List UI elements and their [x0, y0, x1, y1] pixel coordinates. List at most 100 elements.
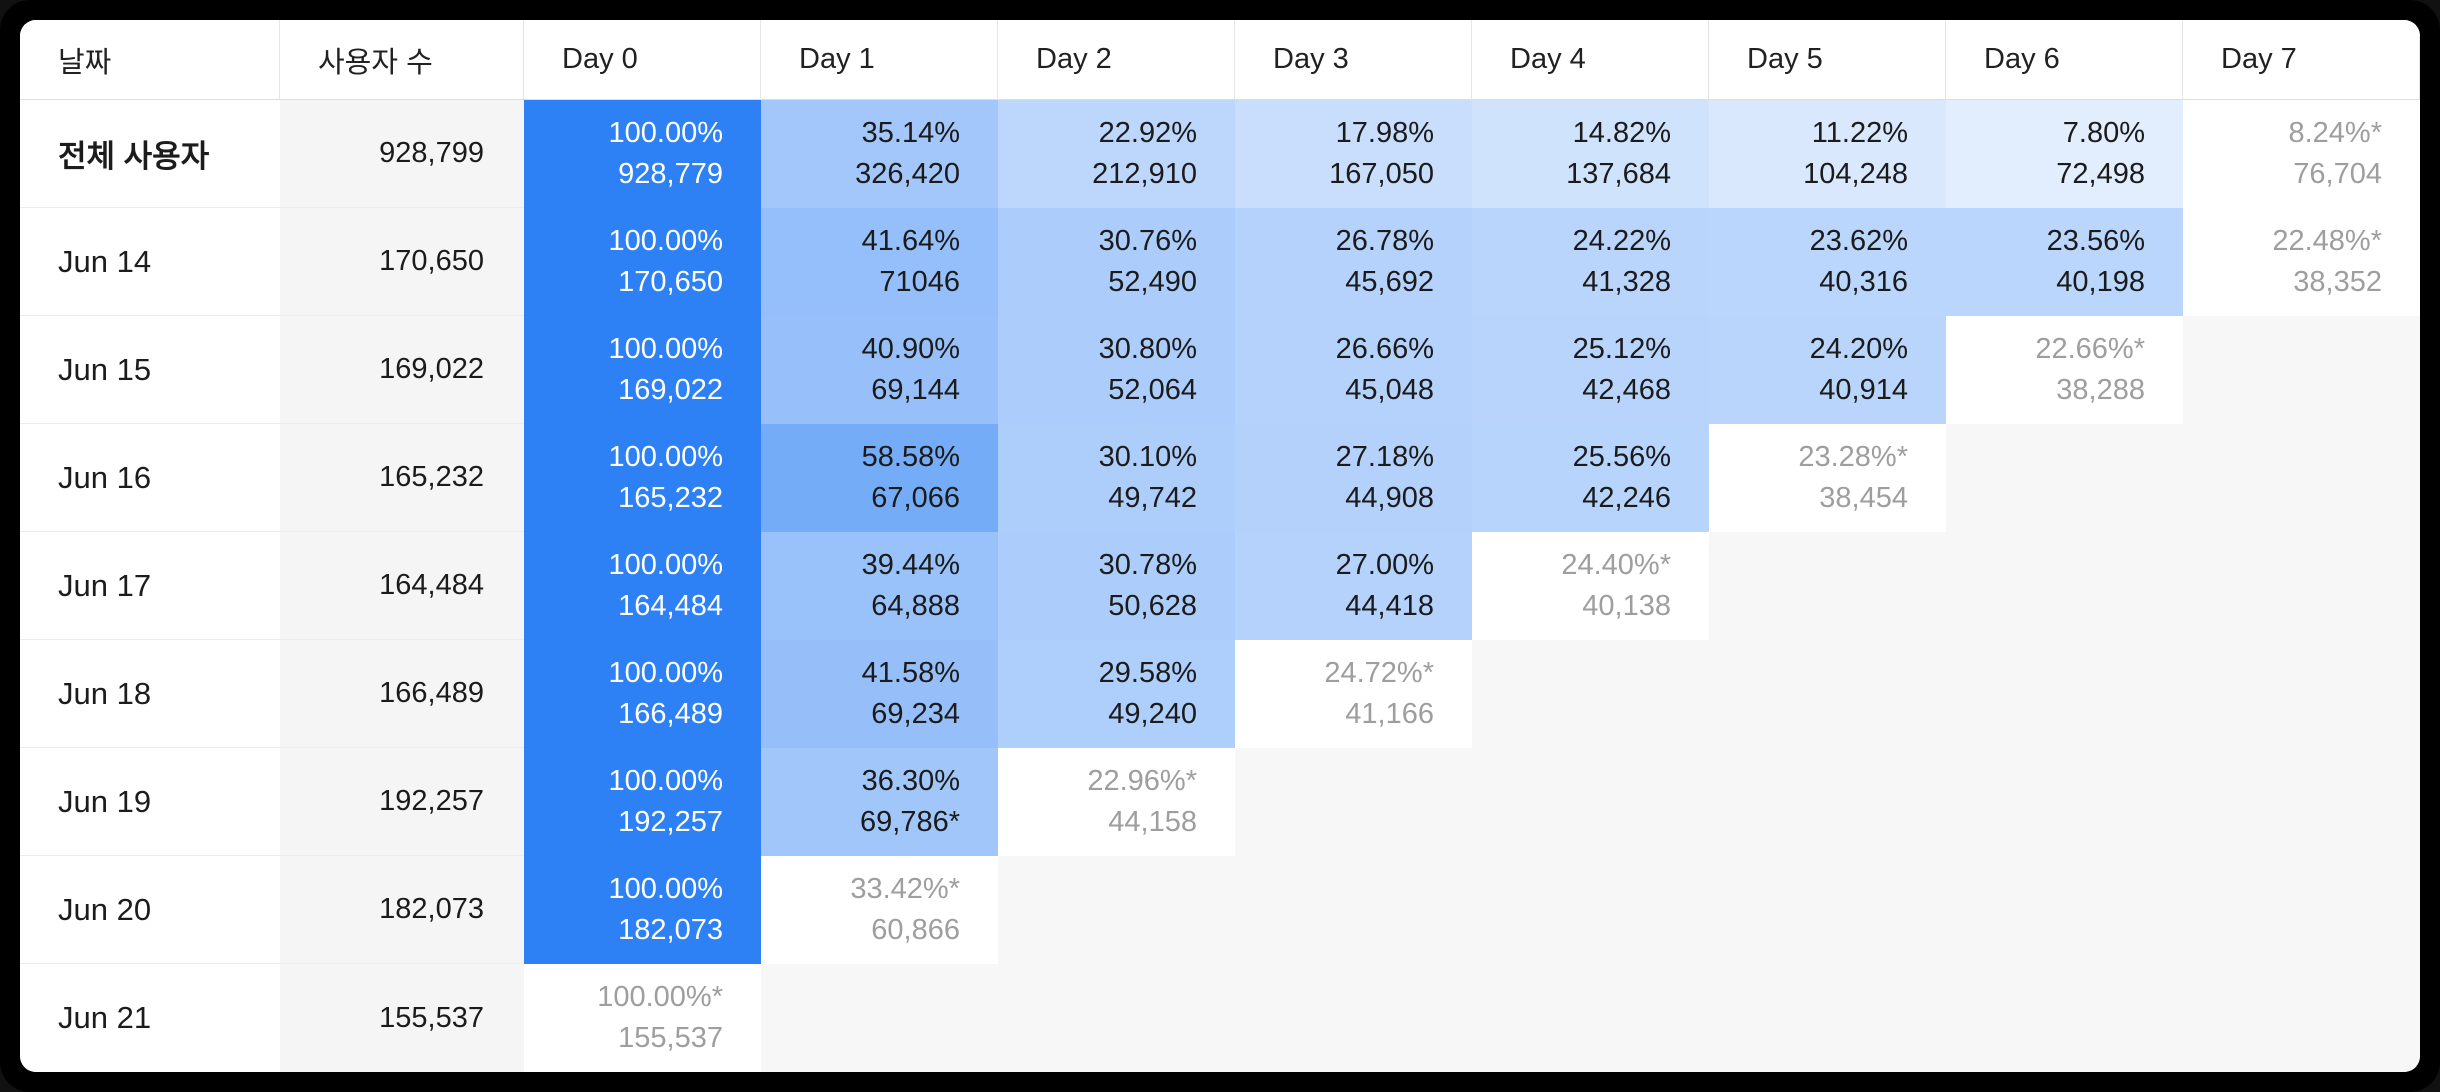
day-column-header: Day 1: [761, 20, 998, 100]
retention-cell-empty: [2183, 748, 2420, 856]
retention-cell[interactable]: 100.00% 182,073: [524, 856, 761, 964]
retention-percentage: 40.90%: [861, 333, 960, 365]
retention-table-sheet: 날짜 사용자 수 Day 0 Day 1 Day 2 Day 3 Day 4 Day 5 Day…: [20, 20, 2420, 1072]
retention-percentage: 14.82%: [1572, 117, 1671, 149]
retention-cell[interactable]: 24.40%* 40,138: [1472, 532, 1709, 640]
retention-cell[interactable]: 100.00% 164,484: [524, 532, 761, 640]
retention-count: 192,257: [618, 806, 723, 838]
retention-table: 날짜 사용자 수 Day 0 Day 1 Day 2 Day 3 Day 4 Day 5 Day…: [20, 20, 2420, 1072]
retention-count: 212,910: [1092, 158, 1197, 190]
retention-cell[interactable]: 11.22% 104,248: [1709, 100, 1946, 208]
retention-percentage: 23.28%*: [1798, 441, 1908, 473]
cohort-user-count: 928,799: [280, 100, 524, 208]
retention-cell-empty: [1472, 748, 1709, 856]
cohort-date-label: 전체 사용자: [20, 100, 280, 208]
retention-cell[interactable]: 29.58% 49,240: [998, 640, 1235, 748]
retention-cell[interactable]: 41.58% 69,234: [761, 640, 998, 748]
cohort-date-label: Jun 20: [20, 856, 280, 964]
retention-count: 170,650: [618, 266, 723, 298]
retention-cell-empty: [2183, 856, 2420, 964]
retention-percentage: 29.58%: [1098, 657, 1197, 689]
retention-cell-empty: [1946, 748, 2183, 856]
date-column-header: 날짜: [20, 20, 280, 100]
retention-cell[interactable]: 100.00% 169,022: [524, 316, 761, 424]
retention-cell[interactable]: 30.80% 52,064: [998, 316, 1235, 424]
retention-cell[interactable]: 40.90% 69,144: [761, 316, 998, 424]
retention-percentage: 33.42%*: [850, 873, 960, 905]
retention-cell[interactable]: 8.24%* 76,704: [2183, 100, 2420, 208]
retention-percentage: 100.00%: [608, 873, 724, 905]
retention-cell[interactable]: 100.00% 192,257: [524, 748, 761, 856]
retention-cell[interactable]: 24.72%* 41,166: [1235, 640, 1472, 748]
retention-cell[interactable]: 23.56% 40,198: [1946, 208, 2183, 316]
cohort-user-count: 165,232: [280, 424, 524, 532]
retention-cell[interactable]: 23.62% 40,316: [1709, 208, 1946, 316]
retention-cell[interactable]: 26.78% 45,692: [1235, 208, 1472, 316]
retention-count: 67,066: [871, 482, 960, 514]
retention-cell[interactable]: 22.66%* 38,288: [1946, 316, 2183, 424]
retention-count: 45,692: [1345, 266, 1434, 298]
retention-count: 44,418: [1345, 590, 1434, 622]
retention-cell[interactable]: 100.00% 170,650: [524, 208, 761, 316]
retention-cell[interactable]: 27.18% 44,908: [1235, 424, 1472, 532]
retention-count: 50,628: [1108, 590, 1197, 622]
day-column-header: Day 3: [1235, 20, 1472, 100]
retention-cell[interactable]: 23.28%* 38,454: [1709, 424, 1946, 532]
retention-cell[interactable]: 27.00% 44,418: [1235, 532, 1472, 640]
retention-cell[interactable]: 25.56% 42,246: [1472, 424, 1709, 532]
retention-percentage: 22.96%*: [1087, 765, 1197, 797]
retention-cell-empty: [2183, 964, 2420, 1072]
retention-percentage: 100.00%: [608, 441, 724, 473]
retention-cell-empty: [1235, 964, 1472, 1072]
retention-count: 72,498: [2056, 158, 2145, 190]
retention-count: 52,064: [1108, 374, 1197, 406]
cohort-date-label: Jun 17: [20, 532, 280, 640]
retention-cell[interactable]: 24.20% 40,914: [1709, 316, 1946, 424]
retention-count: 69,234: [871, 698, 960, 730]
retention-cell[interactable]: 33.42%* 60,866: [761, 856, 998, 964]
retention-cell[interactable]: 22.92% 212,910: [998, 100, 1235, 208]
retention-cell[interactable]: 36.30% 69,786*: [761, 748, 998, 856]
retention-cell[interactable]: 26.66% 45,048: [1235, 316, 1472, 424]
retention-cell[interactable]: 100.00%* 155,537: [524, 964, 761, 1072]
retention-cell[interactable]: 24.22% 41,328: [1472, 208, 1709, 316]
retention-cell[interactable]: 35.14% 326,420: [761, 100, 998, 208]
retention-cell-empty: [998, 856, 1235, 964]
retention-cell[interactable]: 58.58% 67,066: [761, 424, 998, 532]
retention-cell[interactable]: 100.00% 166,489: [524, 640, 761, 748]
retention-count: 155,537: [618, 1022, 723, 1054]
retention-cell[interactable]: 17.98% 167,050: [1235, 100, 1472, 208]
retention-cell[interactable]: 22.48%* 38,352: [2183, 208, 2420, 316]
day-column-header: Day 5: [1709, 20, 1946, 100]
retention-count: 169,022: [618, 374, 723, 406]
retention-cell[interactable]: 100.00% 928,779: [524, 100, 761, 208]
retention-cell[interactable]: 30.78% 50,628: [998, 532, 1235, 640]
retention-cell[interactable]: 100.00% 165,232: [524, 424, 761, 532]
retention-cell-empty: [1472, 964, 1709, 1072]
cohort-date-label: Jun 15: [20, 316, 280, 424]
retention-cell[interactable]: 30.76% 52,490: [998, 208, 1235, 316]
retention-cell-empty: [2183, 640, 2420, 748]
retention-cell-empty: [1946, 964, 2183, 1072]
cohort-date-label: Jun 21: [20, 964, 280, 1072]
retention-count: 45,048: [1345, 374, 1434, 406]
retention-count: 49,240: [1108, 698, 1197, 730]
retention-count: 167,050: [1329, 158, 1434, 190]
retention-cell[interactable]: 41.64% 71046: [761, 208, 998, 316]
retention-cell[interactable]: 14.82% 137,684: [1472, 100, 1709, 208]
retention-cell-empty: [1946, 424, 2183, 532]
retention-cell-empty: [2183, 532, 2420, 640]
retention-count: 49,742: [1108, 482, 1197, 514]
retention-cell[interactable]: 22.96%* 44,158: [998, 748, 1235, 856]
day-column-header: Day 0: [524, 20, 761, 100]
retention-cell[interactable]: 25.12% 42,468: [1472, 316, 1709, 424]
retention-percentage: 100.00%: [608, 765, 724, 797]
retention-count: 165,232: [618, 482, 723, 514]
retention-percentage: 30.10%: [1098, 441, 1197, 473]
retention-count: 42,246: [1582, 482, 1671, 514]
retention-cell[interactable]: 39.44% 64,888: [761, 532, 998, 640]
retention-cell[interactable]: 30.10% 49,742: [998, 424, 1235, 532]
retention-cell[interactable]: 7.80% 72,498: [1946, 100, 2183, 208]
retention-count: 71046: [879, 266, 960, 298]
day-column-header: Day 4: [1472, 20, 1709, 100]
